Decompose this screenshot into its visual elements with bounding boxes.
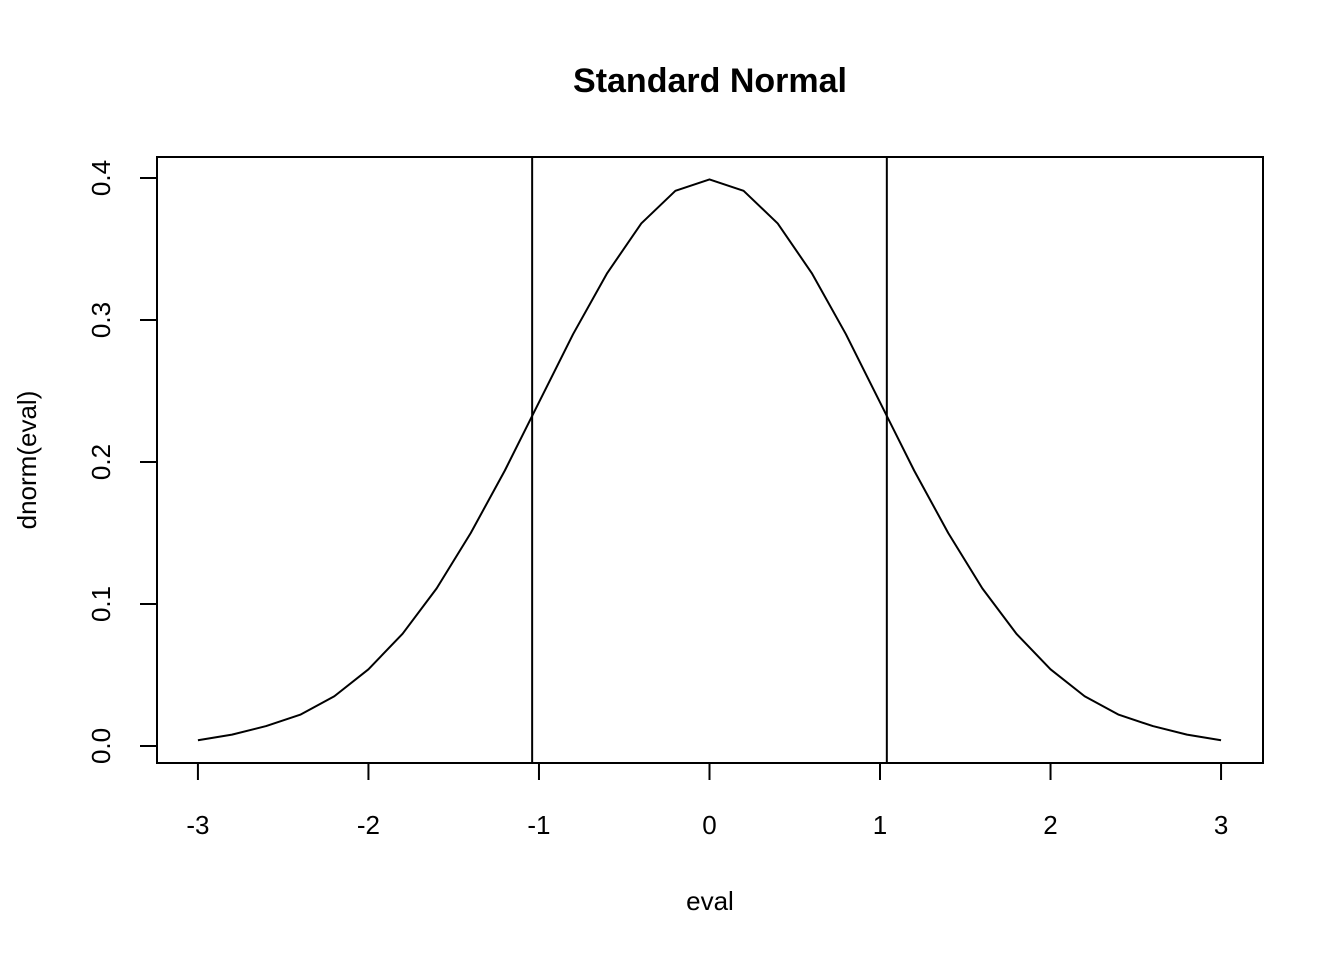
plot-frame (156, 156, 1264, 764)
y-tick-label: 0.2 (86, 444, 116, 480)
x-tick-label: 1 (873, 810, 887, 840)
x-tick-label: -2 (357, 810, 380, 840)
y-tick-label: 0.3 (86, 302, 116, 338)
x-tick-label: 2 (1043, 810, 1057, 840)
x-tick-label: -1 (527, 810, 550, 840)
chart-title: Standard Normal (573, 62, 847, 100)
y-tick-label: 0.1 (86, 586, 116, 622)
x-tick-label: -3 (186, 810, 209, 840)
x-tick-label: 3 (1214, 810, 1228, 840)
y-tick-label: 0.0 (86, 728, 116, 764)
x-tick-label: 0 (702, 810, 716, 840)
y-tick-label: 0.4 (86, 160, 116, 196)
density-curve (197, 178, 1222, 742)
y-axis-label: dnorm(eval) (12, 391, 42, 530)
x-axis-label: eval (686, 886, 734, 916)
